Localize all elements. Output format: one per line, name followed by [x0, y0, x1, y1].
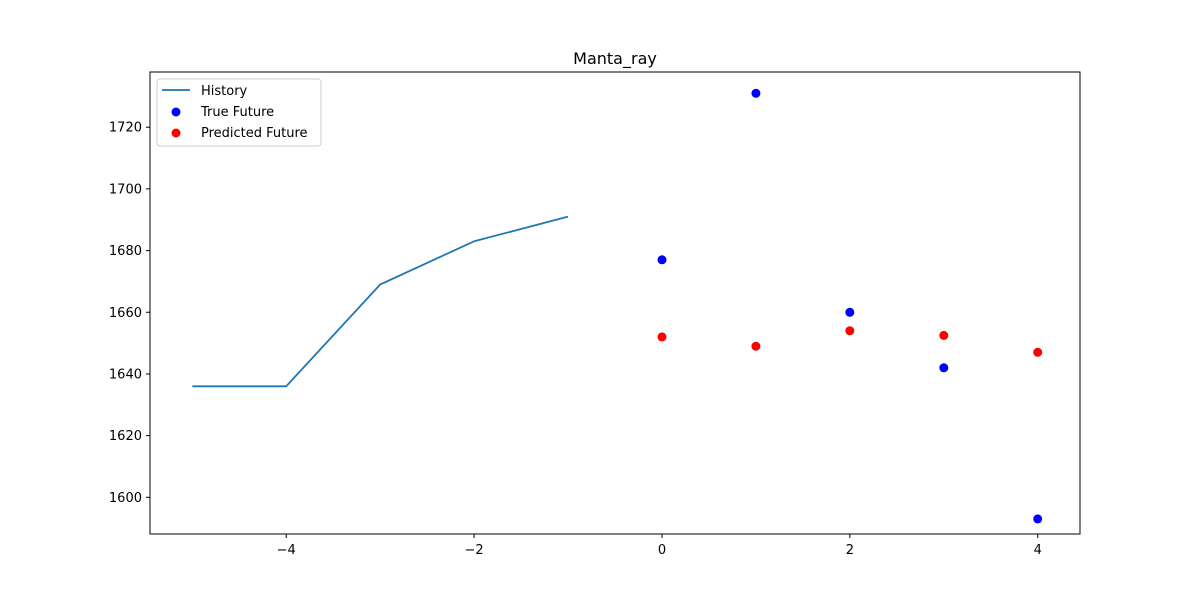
y-tick-label: 1660	[109, 306, 142, 321]
legend-label: History	[201, 84, 248, 99]
legend-swatch-marker	[171, 107, 181, 117]
legend: History True Future Predicted Future	[156, 78, 322, 147]
x-tick-label: 0	[658, 543, 666, 558]
data-point-predicted-future	[1033, 347, 1043, 357]
data-point-true-future	[657, 255, 667, 265]
data-point-predicted-future	[657, 332, 667, 342]
y-tick-label: 1720	[109, 121, 142, 136]
y-tick-label: 1700	[109, 182, 142, 197]
data-point-predicted-future	[751, 341, 761, 351]
data-point-predicted-future	[939, 330, 949, 340]
chart-title: Manta_ray	[573, 49, 657, 69]
y-tick-label: 1620	[109, 429, 142, 444]
x-tick-label: −2	[465, 543, 484, 558]
x-tick-label: −4	[277, 543, 296, 558]
axis-ticks: −4 −2 0 2 4 1600 1620 1640 1660 1680 1700 1720	[109, 121, 1042, 558]
y-tick-label: 1640	[109, 367, 142, 382]
data-point-true-future	[939, 363, 949, 373]
legend-label: True Future	[200, 105, 274, 120]
x-tick-label: 2	[846, 543, 854, 558]
legend-box	[156, 78, 322, 147]
data-point-true-future	[845, 307, 855, 317]
plot-area	[192, 88, 1043, 524]
data-point-predicted-future	[845, 326, 855, 336]
x-tick-label: 4	[1034, 543, 1042, 558]
data-point-true-future	[1033, 514, 1043, 524]
series-line-history	[192, 215, 569, 388]
y-tick-label: 1600	[109, 491, 142, 506]
legend-swatch-marker	[171, 128, 181, 138]
axes-frame	[149, 71, 1081, 535]
y-tick-label: 1680	[109, 244, 142, 259]
data-point-true-future	[751, 88, 761, 98]
legend-label: Predicted Future	[201, 126, 308, 141]
